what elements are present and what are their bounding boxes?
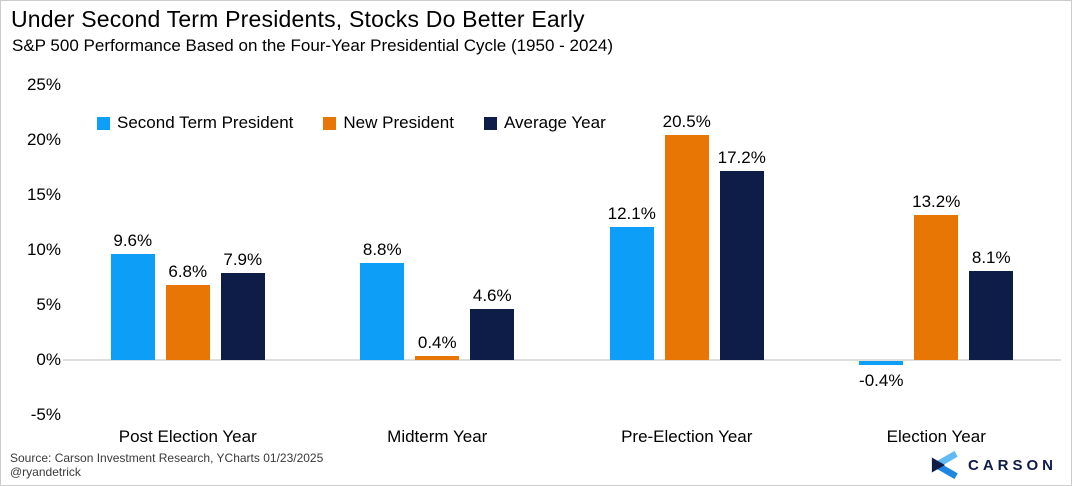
bar-value-label: -0.4% — [859, 371, 904, 391]
x-axis-category-label: Post Election Year — [118, 427, 257, 446]
bar-value-label: 8.1% — [971, 247, 1011, 267]
legend-label: New President — [343, 113, 454, 132]
x-axis-category-label: Election Year — [886, 427, 986, 446]
carson-logo-text: CARSON — [967, 456, 1057, 474]
x-axis-category-label: Pre-Election Year — [621, 427, 753, 446]
bar — [719, 170, 764, 360]
bar — [969, 270, 1014, 360]
bar-value-label: 9.6% — [113, 231, 153, 251]
bar-value-label: 7.9% — [223, 250, 263, 270]
bar — [470, 309, 515, 360]
y-axis-tick-label: 10% — [26, 240, 61, 259]
bar — [415, 355, 460, 360]
y-axis-tick-label: -5% — [30, 405, 61, 424]
chart-subtitle: S&P 500 Performance Based on the Four-Ye… — [12, 36, 614, 55]
legend-swatch — [323, 116, 337, 130]
chart-title: Under Second Term Presidents, Stocks Do … — [11, 6, 585, 32]
bar-value-label: 13.2% — [912, 191, 961, 211]
bar-value-label: 8.8% — [362, 240, 402, 260]
bar-value-label: 6.8% — [168, 262, 208, 282]
legend-item: Average Year — [483, 113, 606, 133]
legend-label: Second Term President — [117, 113, 294, 132]
y-axis-tick-label: 5% — [36, 295, 61, 314]
bar — [110, 254, 155, 360]
bar — [360, 263, 405, 360]
bar — [609, 226, 654, 360]
y-axis-tick-label: 15% — [26, 185, 61, 204]
carson-logo-icon — [931, 451, 958, 479]
bar — [165, 285, 210, 360]
legend-label: Average Year — [503, 113, 606, 132]
y-axis-tick-label: 25% — [26, 75, 61, 94]
source-line: Source: Carson Investment Research, YCha… — [10, 451, 324, 465]
carson-logo: CARSON — [930, 451, 1057, 479]
bar-value-label: 20.5% — [662, 111, 711, 131]
bar-value-label: 4.6% — [472, 286, 512, 306]
legend-swatch — [483, 116, 497, 130]
legend-item: New President — [323, 113, 454, 133]
bar — [914, 214, 959, 360]
bar — [859, 361, 904, 366]
x-axis-zero-line — [63, 359, 1061, 361]
bar-value-label: 0.4% — [417, 332, 457, 352]
bar-value-label: 12.1% — [607, 203, 656, 223]
bar — [220, 273, 265, 360]
y-axis-tick-label: 0% — [36, 350, 61, 369]
legend-swatch — [97, 116, 110, 130]
legend-item: Second Term President — [97, 113, 293, 133]
source-note: Source: Carson Investment Research, YCha… — [10, 451, 323, 479]
source-handle: @ryandetrick — [10, 465, 81, 479]
bar — [664, 134, 709, 360]
y-axis-tick-label: 20% — [26, 130, 61, 149]
bar-value-label: 17.2% — [717, 147, 766, 167]
x-axis-category-label: Midterm Year — [387, 427, 488, 446]
legend: Second Term President New President Averag… — [97, 113, 606, 133]
